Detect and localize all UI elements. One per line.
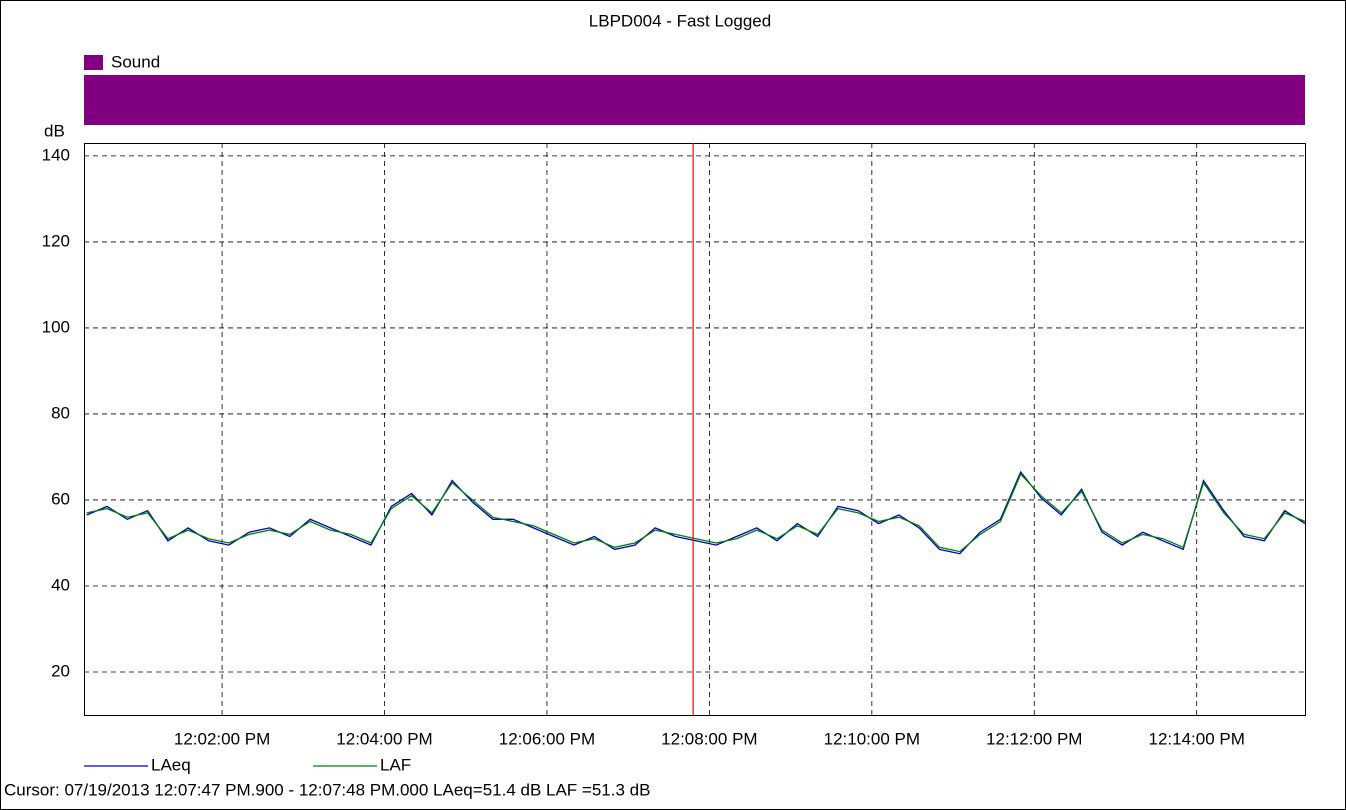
event-legend-label: Sound xyxy=(111,52,160,71)
y-tick-label: 40 xyxy=(51,575,70,594)
event-band xyxy=(84,75,1305,125)
x-tick-label: 12:04:00 PM xyxy=(336,729,432,748)
legend-label: LAF xyxy=(380,755,411,774)
y-tick-label: 100 xyxy=(42,317,70,336)
x-tick-label: 12:10:00 PM xyxy=(824,729,920,748)
x-tick-label: 12:14:00 PM xyxy=(1149,729,1245,748)
y-tick-label: 20 xyxy=(51,661,70,680)
data-line xyxy=(86,473,1306,553)
x-tick-label: 12:12:00 PM xyxy=(986,729,1082,748)
chart-title: LBPD004 - Fast Logged xyxy=(589,11,771,30)
y-tick-label: 80 xyxy=(51,403,70,422)
y-axis-label: dB xyxy=(44,121,65,140)
x-tick-label: 12:08:00 PM xyxy=(661,729,757,748)
y-tick-label: 140 xyxy=(42,145,70,164)
cursor-readout: Cursor: 07/19/2013 12:07:47 PM.900 - 12:… xyxy=(4,780,650,799)
y-tick-label: 120 xyxy=(42,231,70,250)
x-tick-label: 12:02:00 PM xyxy=(174,729,270,748)
x-tick-label: 12:06:00 PM xyxy=(499,729,595,748)
data-line xyxy=(86,470,1306,555)
y-tick-label: 60 xyxy=(51,489,70,508)
legend-label: LAeq xyxy=(151,755,191,774)
plot-area xyxy=(84,143,1306,716)
event-legend-swatch xyxy=(84,55,103,70)
